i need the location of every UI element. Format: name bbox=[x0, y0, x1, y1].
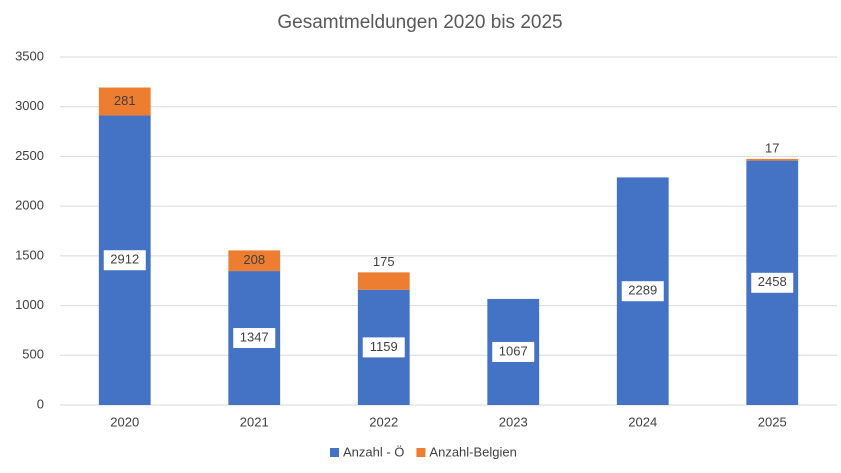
bar-segment bbox=[746, 158, 799, 161]
y-tick-label: 2500 bbox=[15, 148, 44, 163]
x-tick-label: 2024 bbox=[628, 414, 657, 429]
data-label: 175 bbox=[373, 254, 395, 269]
legend-swatch bbox=[416, 448, 426, 457]
data-label: 17 bbox=[765, 140, 779, 155]
legend-label: Anzahl - Ö bbox=[343, 444, 404, 459]
label-box bbox=[492, 341, 535, 362]
x-tick-label: 2020 bbox=[110, 414, 139, 429]
data-label: 2912 bbox=[110, 252, 139, 267]
chart-title: Gesamtmeldungen 2020 bis 2025 bbox=[277, 12, 562, 33]
x-tick-label: 2022 bbox=[369, 414, 398, 429]
y-tick-label: 3000 bbox=[15, 98, 44, 113]
bar-segment bbox=[98, 87, 151, 116]
data-label: 281 bbox=[114, 93, 136, 108]
x-tick-label: 2021 bbox=[240, 414, 269, 429]
data-label: 2458 bbox=[758, 274, 787, 289]
data-label: 1347 bbox=[240, 329, 269, 344]
bar-segment bbox=[228, 250, 281, 272]
label-box bbox=[103, 250, 146, 271]
bar-segment bbox=[357, 272, 410, 290]
x-tick-label: 2023 bbox=[499, 414, 528, 429]
data-label: 208 bbox=[243, 252, 265, 267]
y-tick-label: 1500 bbox=[15, 247, 44, 262]
data-label: 1159 bbox=[370, 339, 398, 354]
label-box bbox=[751, 272, 794, 293]
legend-swatch bbox=[330, 448, 339, 457]
label-box bbox=[362, 337, 405, 358]
y-tick-label: 3500 bbox=[15, 48, 44, 63]
label-box bbox=[621, 281, 664, 302]
y-tick-label: 500 bbox=[22, 347, 44, 362]
y-tick-label: 2000 bbox=[15, 198, 44, 213]
y-tick-label: 1000 bbox=[15, 297, 44, 312]
label-box bbox=[233, 328, 276, 349]
data-label: 1067 bbox=[499, 343, 528, 358]
data-label: 2289 bbox=[628, 283, 657, 298]
x-tick-label: 2025 bbox=[758, 414, 787, 429]
legend-label: Anzahl-Belgien bbox=[429, 444, 516, 459]
y-tick-label: 0 bbox=[37, 396, 44, 411]
